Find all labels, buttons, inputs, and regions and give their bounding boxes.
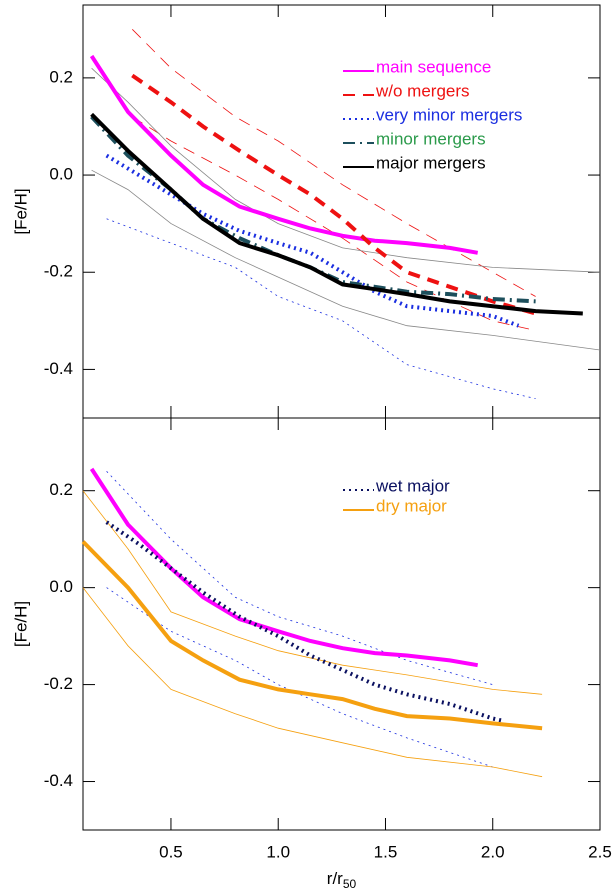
y-tick-label: -0.2 [44,674,73,693]
x-axis-label-sub: 50 [343,877,357,891]
x-tick-label: 2.0 [481,842,505,861]
y-tick-label: 0.0 [49,165,73,184]
plot-frame [82,417,601,831]
legend-label: very minor mergers [376,105,522,124]
series-line [89,54,479,255]
legend-label: dry major [376,496,447,515]
legend-label: major mergers [376,153,486,172]
y-tick-label: -0.4 [44,771,73,790]
y-tick-label: -0.4 [44,359,73,378]
y-tick-label: -0.2 [44,262,73,281]
legend-label: main sequence [376,57,491,76]
series-line [105,520,504,723]
x-tick-label: 0.5 [159,842,183,861]
x-tick-label: 1.5 [374,842,398,861]
envelope-line [106,587,493,768]
y-axis-label: [Fe/H] [11,601,30,647]
legend-label: w/o mergers [375,81,470,100]
y-tick-label: 0.2 [49,67,73,86]
legend-label: wet major [375,476,450,495]
legend-label: minor mergers [376,129,486,148]
envelope-line [91,67,601,273]
x-tick-label: 1.0 [266,842,290,861]
envelope-line [82,490,543,695]
plot-frame [82,4,601,419]
x-axis-label-main: r/r [327,869,343,888]
envelope-line [82,587,543,778]
series-line [131,73,537,316]
series-line [81,540,543,731]
y-tick-label: 0.2 [49,480,73,499]
y-tick-label: 0.0 [49,577,73,596]
x-tick-label: 2.5 [588,842,612,861]
x-axis-label: r/r50 [327,869,357,891]
envelope-line [106,218,536,399]
series-line [90,112,583,316]
y-axis-label: [Fe/H] [11,188,30,234]
envelope-line [132,116,536,331]
series-line [89,467,479,668]
envelope-line [91,169,601,351]
envelope-line [132,29,536,297]
